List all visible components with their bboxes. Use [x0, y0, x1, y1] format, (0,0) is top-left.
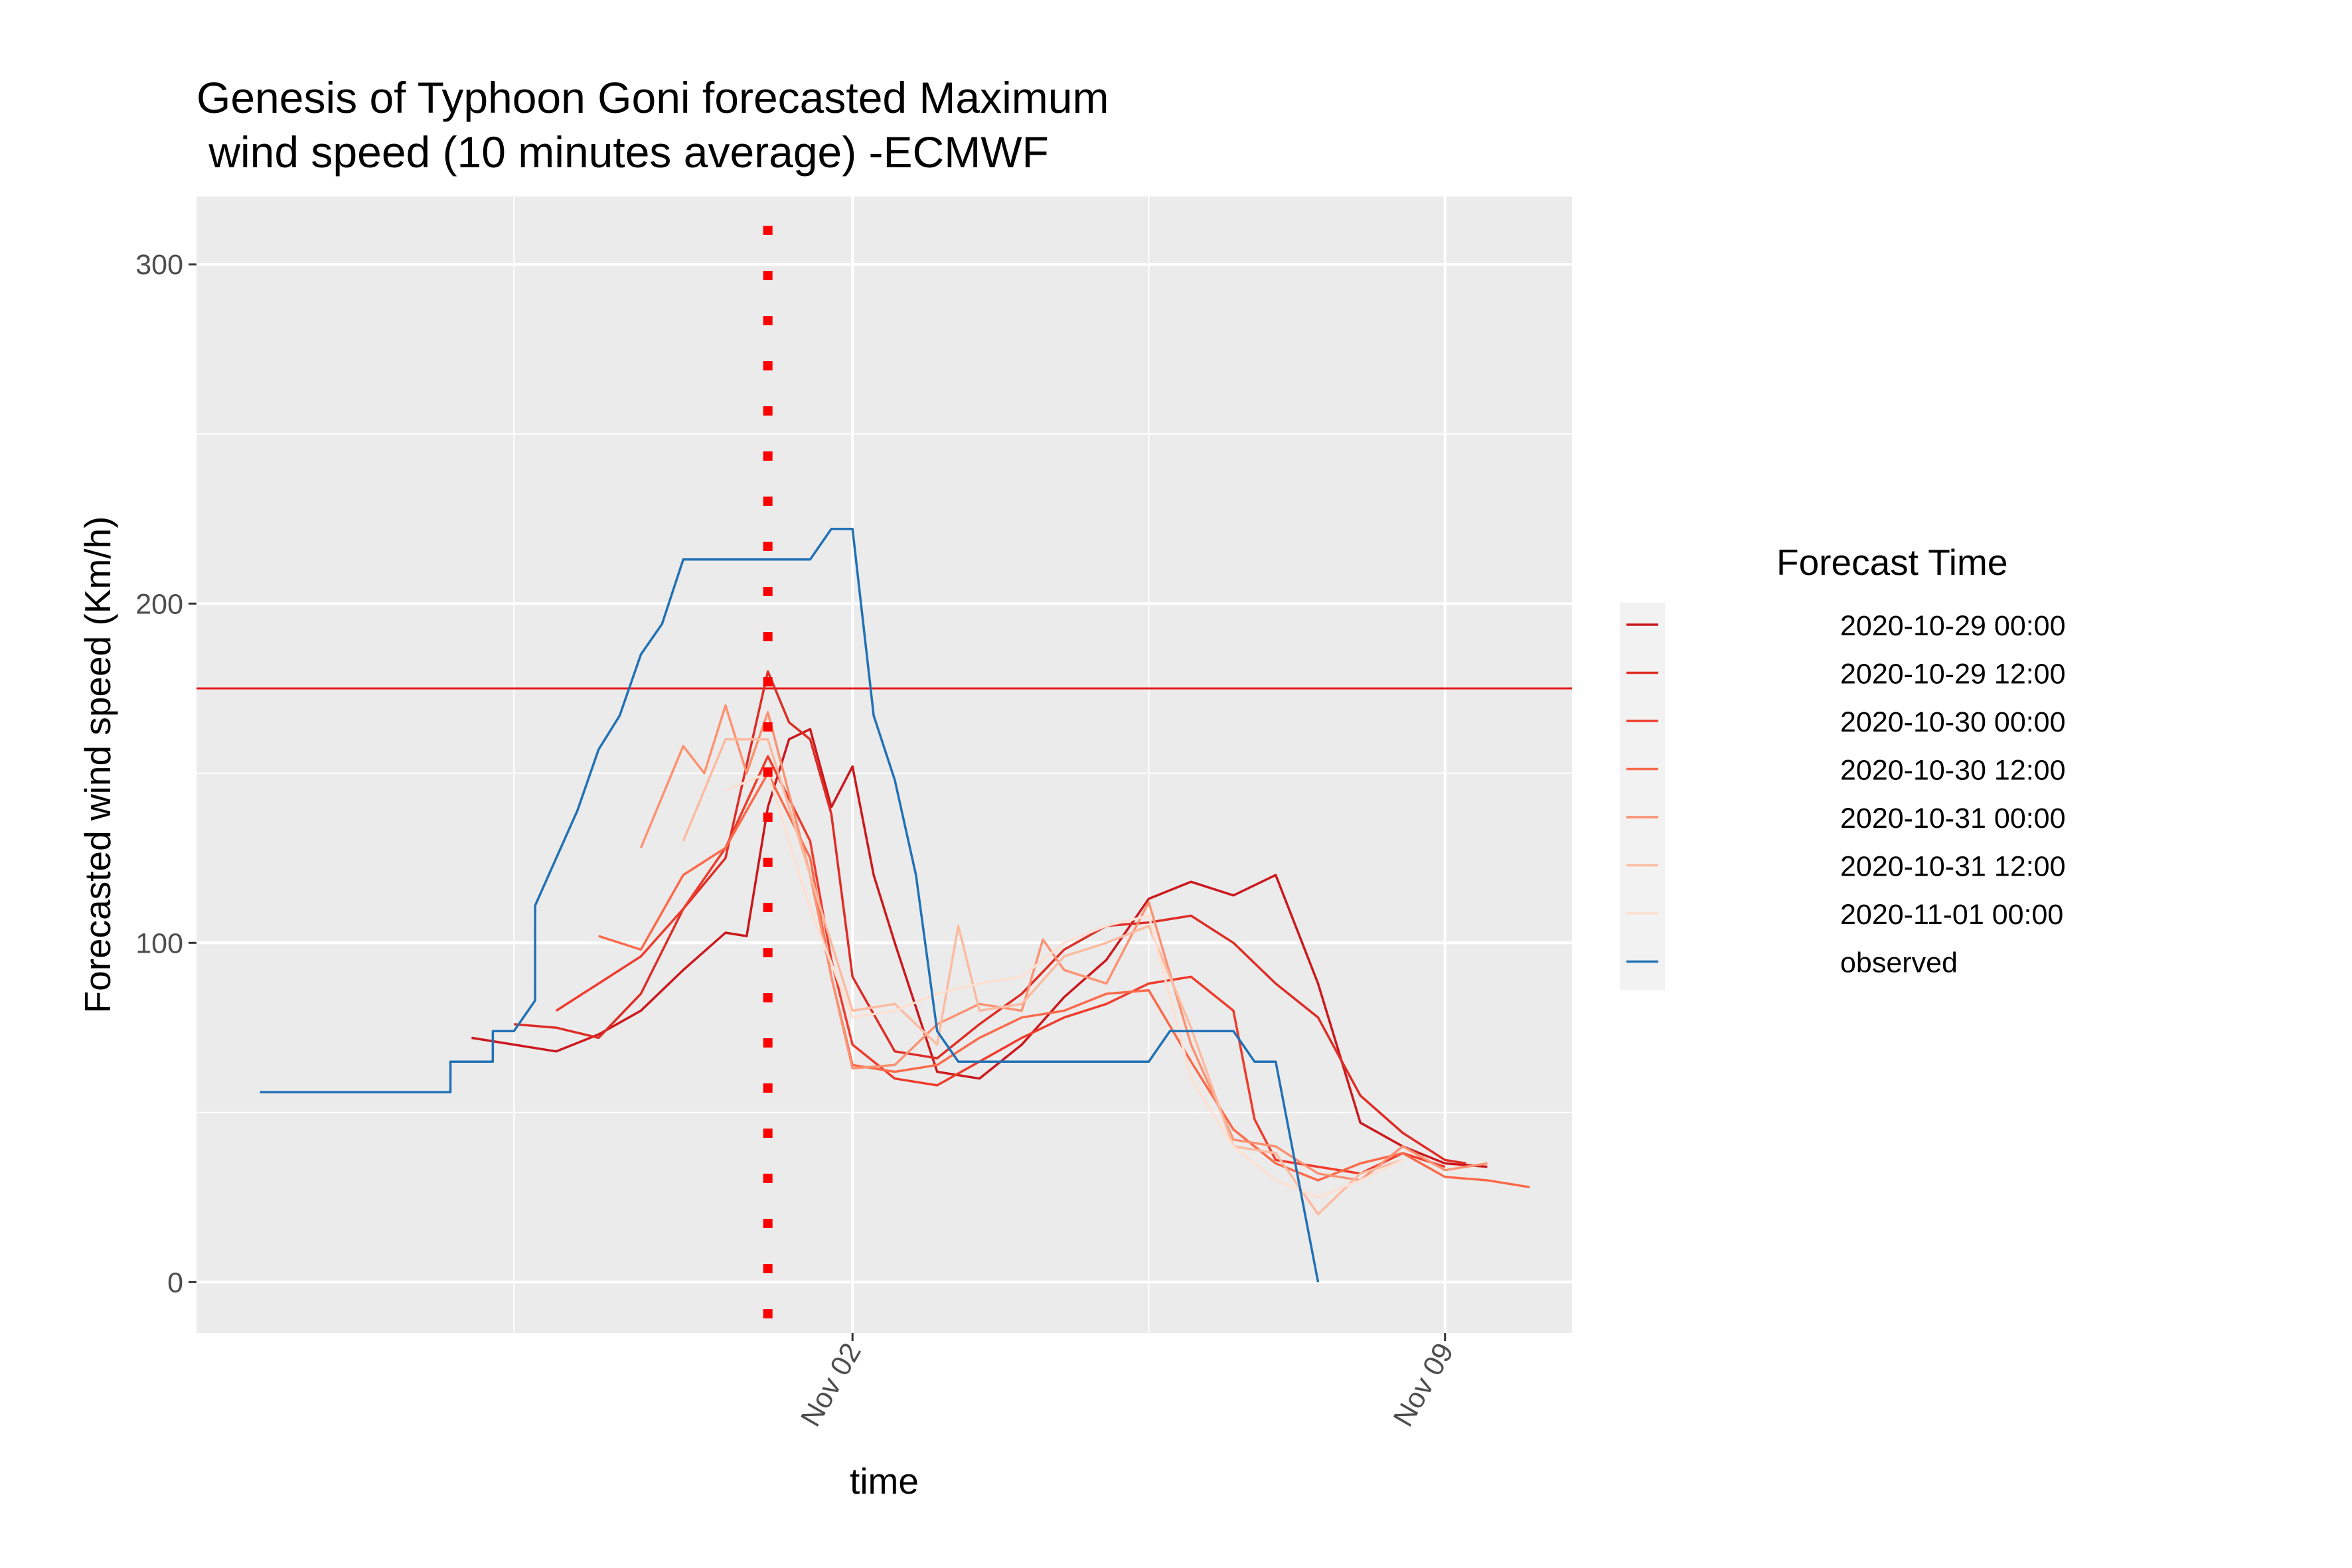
series-line: [639, 704, 1488, 1182]
series-line: [555, 755, 1446, 1175]
series-line: [598, 772, 1530, 1189]
series-lines: [260, 528, 1530, 1283]
legend-label: 2020-10-30 00:00: [1840, 706, 2066, 738]
legend-label: 2020-10-29 12:00: [1840, 659, 2066, 690]
chart-title-line-2: wind speed (10 minutes average) -ECMWF: [196, 127, 1049, 177]
legend-label: 2020-10-30 12:00: [1840, 755, 2066, 787]
legend-label: 2020-10-31 00:00: [1840, 803, 2066, 834]
legend-label: observed: [1840, 947, 1958, 979]
major-gridlines: [196, 196, 1572, 1333]
legend: Forecast Time 2020-10-29 00:002020-10-29…: [1620, 542, 2066, 990]
series-line: [725, 772, 1403, 1199]
series-line: [260, 528, 1320, 1283]
y-axis-ticks: 0 100 200 300: [135, 249, 196, 1298]
minor-gridlines: [196, 196, 1572, 1333]
legend-label: 2020-10-29 00:00: [1840, 610, 2066, 642]
legend-label: 2020-10-31 12:00: [1840, 851, 2066, 883]
y-axis-label: Forecasted wind speed (Km/h): [77, 516, 118, 1014]
series-line: [471, 728, 1488, 1168]
y-tick-label: 200: [135, 588, 183, 620]
x-axis-label: time: [850, 1460, 919, 1502]
plot-panel: [196, 196, 1572, 1333]
series-line: [682, 738, 1403, 1215]
legend-title: Forecast Time: [1776, 542, 2007, 583]
chart-title-line-1: Genesis of Typhoon Goni forecasted Maxim…: [196, 73, 1109, 122]
legend-label: 2020-11-01 00:00: [1840, 899, 2063, 931]
y-tick-label: 0: [167, 1267, 183, 1298]
y-tick-label: 300: [135, 249, 183, 281]
y-tick-label: 100: [135, 927, 183, 959]
legend-key-background: [1620, 603, 1665, 990]
legend-items: 2020-10-29 00:00 2020-10-29 12:00 2020-10-…: [1626, 610, 2066, 979]
